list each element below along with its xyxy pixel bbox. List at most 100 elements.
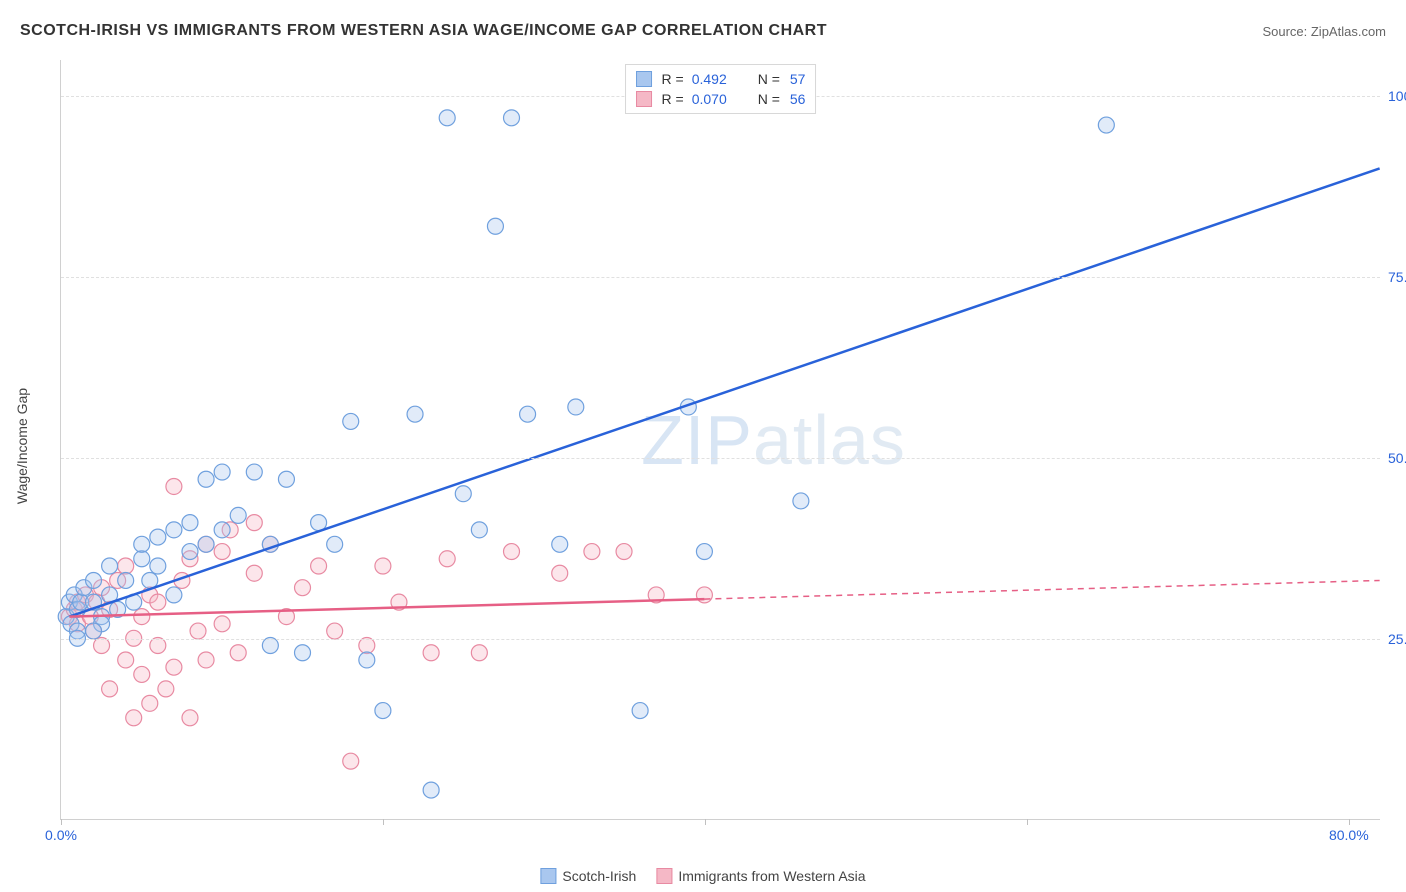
- data-point: [118, 572, 134, 588]
- legend-item: Scotch-Irish: [540, 868, 636, 884]
- data-point: [375, 703, 391, 719]
- legend-swatch: [540, 868, 556, 884]
- data-point: [166, 522, 182, 538]
- data-point: [1098, 117, 1114, 133]
- n-label: N =: [758, 91, 780, 107]
- data-point: [375, 558, 391, 574]
- trend-line: [69, 168, 1379, 616]
- r-label: R =: [662, 71, 684, 87]
- correlation-legend: R = 0.492 N = 57 R = 0.070 N = 56: [625, 64, 817, 114]
- data-point: [632, 703, 648, 719]
- n-value: 56: [790, 91, 806, 107]
- r-value: 0.492: [692, 71, 740, 87]
- data-point: [423, 645, 439, 661]
- data-point: [246, 565, 262, 581]
- data-point: [118, 652, 134, 668]
- data-point: [471, 522, 487, 538]
- data-point: [311, 558, 327, 574]
- data-point: [520, 406, 536, 422]
- data-point: [166, 659, 182, 675]
- r-label: R =: [662, 91, 684, 107]
- y-tick-label: 100.0%: [1388, 88, 1406, 104]
- x-tick-mark: [1349, 819, 1350, 825]
- data-point: [343, 753, 359, 769]
- y-tick-label: 50.0%: [1388, 450, 1406, 466]
- data-point: [343, 413, 359, 429]
- data-point: [182, 544, 198, 560]
- data-point: [102, 558, 118, 574]
- data-point: [150, 558, 166, 574]
- gridline: [61, 277, 1380, 278]
- source-label: Source: ZipAtlas.com: [1262, 24, 1386, 39]
- n-value: 57: [790, 71, 806, 87]
- data-point: [198, 471, 214, 487]
- data-point: [150, 594, 166, 610]
- data-point: [230, 507, 246, 523]
- data-point: [696, 544, 712, 560]
- data-point: [214, 544, 230, 560]
- data-point: [86, 623, 102, 639]
- data-point: [504, 110, 520, 126]
- data-point: [439, 551, 455, 567]
- gridline: [61, 458, 1380, 459]
- data-point: [214, 616, 230, 632]
- data-point: [134, 536, 150, 552]
- n-label: N =: [758, 71, 780, 87]
- data-point: [471, 645, 487, 661]
- legend-label: Scotch-Irish: [562, 868, 636, 884]
- data-point: [246, 464, 262, 480]
- scatter-svg: [61, 60, 1380, 819]
- y-tick-label: 75.0%: [1388, 269, 1406, 285]
- data-point: [278, 471, 294, 487]
- x-tick-mark: [383, 819, 384, 825]
- legend-swatch: [656, 868, 672, 884]
- legend-label: Immigrants from Western Asia: [678, 868, 865, 884]
- data-point: [295, 580, 311, 596]
- data-point: [327, 536, 343, 552]
- data-point: [198, 652, 214, 668]
- data-point: [158, 681, 174, 697]
- data-point: [696, 587, 712, 603]
- legend-row: R = 0.070 N = 56: [636, 89, 806, 109]
- y-tick-label: 25.0%: [1388, 631, 1406, 647]
- data-point: [166, 478, 182, 494]
- data-point: [423, 782, 439, 798]
- data-point: [616, 544, 632, 560]
- data-point: [166, 587, 182, 603]
- chart-header: SCOTCH-IRISH VS IMMIGRANTS FROM WESTERN …: [20, 16, 1386, 46]
- chart-title: SCOTCH-IRISH VS IMMIGRANTS FROM WESTERN …: [20, 22, 827, 40]
- data-point: [134, 666, 150, 682]
- data-point: [190, 623, 206, 639]
- x-tick-label: 80.0%: [1329, 827, 1369, 843]
- r-value: 0.070: [692, 91, 740, 107]
- data-point: [568, 399, 584, 415]
- x-tick-mark: [705, 819, 706, 825]
- series-legend: Scotch-Irish Immigrants from Western Asia: [540, 868, 865, 884]
- x-tick-mark: [1027, 819, 1028, 825]
- data-point: [86, 572, 102, 588]
- x-tick-mark: [61, 819, 62, 825]
- data-point: [793, 493, 809, 509]
- data-point: [214, 522, 230, 538]
- data-point: [134, 609, 150, 625]
- data-point: [327, 623, 343, 639]
- data-point: [439, 110, 455, 126]
- data-point: [150, 529, 166, 545]
- legend-row: R = 0.492 N = 57: [636, 69, 806, 89]
- data-point: [134, 551, 150, 567]
- legend-swatch: [636, 71, 652, 87]
- data-point: [198, 536, 214, 552]
- data-point: [182, 710, 198, 726]
- data-point: [552, 536, 568, 552]
- legend-item: Immigrants from Western Asia: [656, 868, 865, 884]
- legend-swatch: [636, 91, 652, 107]
- gridline: [61, 639, 1380, 640]
- chart-plot-area: R =0.492N =57R =0.070N =56 ZIPatlas 25.0…: [60, 60, 1380, 820]
- data-point: [142, 695, 158, 711]
- data-point: [504, 544, 520, 560]
- data-point: [359, 652, 375, 668]
- y-axis-label: Wage/Income Gap: [14, 388, 30, 504]
- data-point: [584, 544, 600, 560]
- data-point: [487, 218, 503, 234]
- data-point: [295, 645, 311, 661]
